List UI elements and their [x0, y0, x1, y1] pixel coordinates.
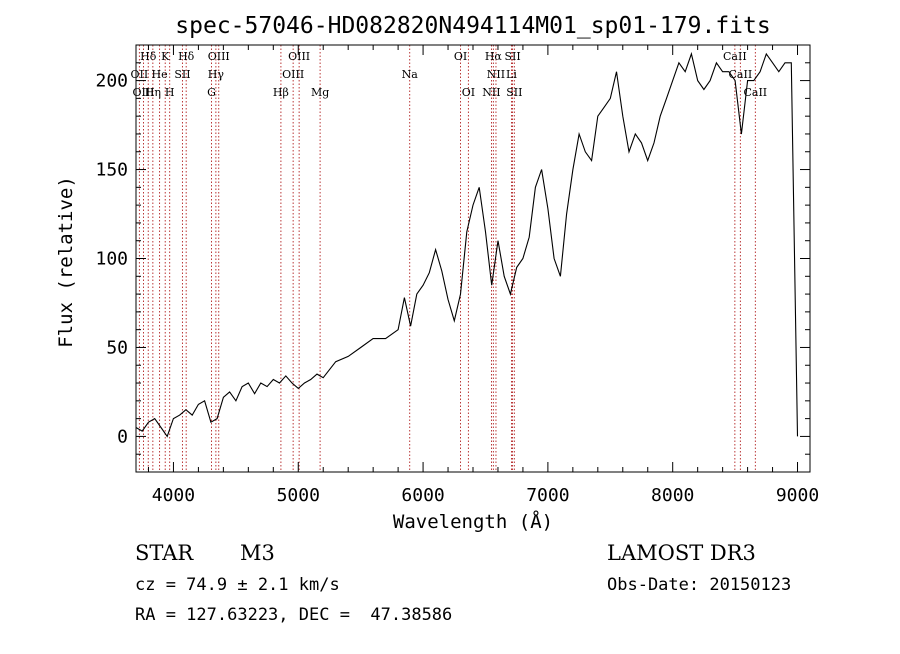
- line-label: OI: [462, 86, 475, 99]
- line-label: G: [207, 86, 216, 99]
- line-label: Hδ: [178, 50, 195, 63]
- line-label: Mg: [311, 86, 329, 99]
- x-axis-label: Wavelength (Å): [393, 510, 553, 533]
- line-label: OIII: [208, 50, 230, 63]
- x-tick-label: 6000: [401, 485, 444, 506]
- object-class: STAR: [135, 541, 194, 565]
- line-label: OII: [131, 68, 149, 81]
- y-axis: 0 50 100 150 200: [95, 44, 810, 455]
- plot-frame: [135, 44, 811, 473]
- line-label: Li: [506, 68, 517, 81]
- x-tick-label: 9000: [776, 485, 819, 506]
- x-tick-label: 4000: [152, 485, 195, 506]
- x-tick-label: 5000: [277, 485, 320, 506]
- line-label: SII: [174, 68, 190, 81]
- coordinates: RA = 127.63223, DEC = 47.38586: [135, 605, 452, 625]
- redshift-cz: cz = 74.9 ± 2.1 km/s: [135, 575, 340, 595]
- line-label: Hδ: [140, 50, 157, 63]
- line-label: Na: [402, 68, 419, 81]
- line-label: CaII: [729, 68, 753, 81]
- y-tick-label: 200: [95, 71, 128, 92]
- chart-title: spec-57046-HD082820N494114M01_sp01-179.f…: [175, 13, 770, 39]
- spectrum-line: [135, 51, 799, 438]
- x-axis: 4000 5000 6000 7000 8000 9000: [147, 45, 819, 506]
- object-subclass: M3: [240, 541, 275, 565]
- line-label: CaII: [743, 86, 767, 99]
- line-label: SII: [504, 50, 520, 63]
- y-tick-label: 50: [106, 337, 128, 358]
- line-label: OIII: [282, 68, 304, 81]
- line-label: Hβ: [273, 86, 289, 99]
- line-label: Hα: [485, 50, 503, 63]
- survey-name: LAMOST DR3: [607, 541, 756, 565]
- line-label: OI: [454, 50, 467, 63]
- line-label: NII: [482, 86, 500, 99]
- line-label: CaII: [723, 50, 747, 63]
- y-tick-label: 100: [95, 249, 128, 270]
- y-tick-label: 0: [117, 426, 128, 447]
- line-label: Hγ: [208, 68, 225, 81]
- line-label: NII: [487, 68, 505, 81]
- y-axis-label: Flux (relative): [55, 176, 77, 348]
- line-label: Hη: [145, 86, 161, 99]
- line-label: OIII: [132, 86, 154, 99]
- line-label: K: [161, 50, 170, 63]
- line-label: OIII: [288, 50, 310, 63]
- observation-date: Obs-Date: 20150123: [607, 575, 791, 595]
- line-label: He: [152, 68, 168, 81]
- y-tick-label: 150: [95, 160, 128, 181]
- x-tick-label: 8000: [651, 485, 694, 506]
- x-tick-label: 7000: [526, 485, 569, 506]
- line-label: SII: [506, 86, 522, 99]
- line-label: H: [165, 86, 175, 99]
